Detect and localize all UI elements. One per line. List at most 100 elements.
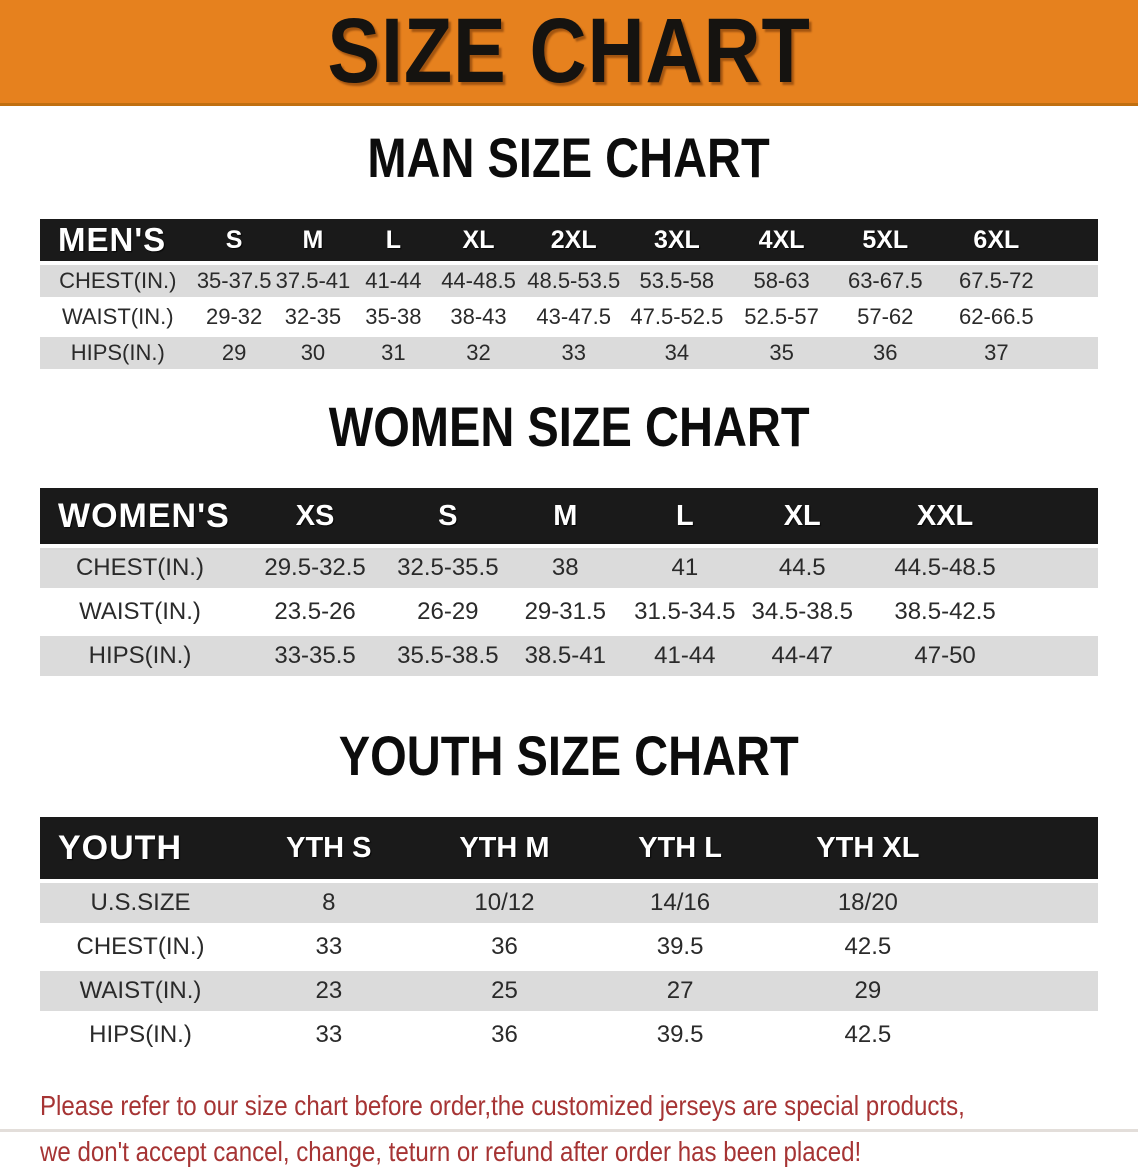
- value-cell: 33: [523, 337, 624, 369]
- value-cell: 8: [241, 883, 417, 923]
- filler-cell: [967, 817, 1098, 879]
- row-label-cell: WAIST(IN.): [40, 592, 240, 632]
- row-label-cell: CHEST(IN.): [40, 927, 242, 967]
- value-cell: 31: [353, 337, 434, 369]
- column-header: 3XL: [623, 219, 730, 261]
- value-cell: 31.5-34.5: [625, 592, 745, 632]
- value-cell: 30: [272, 337, 354, 369]
- row-label-cell: CHEST(IN.): [40, 548, 240, 588]
- column-header: L: [625, 488, 745, 544]
- column-header: XS: [239, 488, 391, 544]
- table-row: WAIST(IN.) 23.5-26 26-29 29-31.5 31.5-34.5 34…: [40, 592, 1098, 632]
- table-row: U.S.SIZE 8 10/12 14/16 18/20: [40, 883, 1098, 923]
- disclaimer-line-1: Please refer to our size chart before or…: [40, 1090, 965, 1121]
- column-header: 4XL: [729, 219, 834, 261]
- column-header: 6XL: [937, 219, 1056, 261]
- column-header: S: [390, 488, 506, 544]
- column-header: XXL: [859, 488, 1031, 544]
- table-row: HIPS(IN.) 33 36 39.5 42.5: [40, 1015, 1098, 1055]
- value-cell: 25: [416, 971, 593, 1011]
- men-size-table: MEN'S S M L XL 2XL 3XL 4XL 5XL 6XL CHEST(IN.) 35-37…: [40, 215, 1098, 373]
- bottom-edge-line: [0, 1129, 1138, 1132]
- value-cell: 29: [767, 971, 968, 1011]
- value-cell: 35-38: [353, 301, 434, 333]
- value-cell: 44.5-48.5: [859, 548, 1031, 588]
- column-header: M: [272, 219, 354, 261]
- value-cell: 29: [195, 337, 273, 369]
- youth-size-table: YOUTH YTH S YTH M YTH L YTH XL U.S.SIZE 8 10/12…: [40, 813, 1098, 1059]
- row-label-cell: U.S.SIZE: [40, 883, 242, 923]
- filler-cell: [967, 971, 1098, 1011]
- column-header: XL: [744, 488, 860, 544]
- value-cell: 33: [241, 927, 417, 967]
- value-cell: 39.5: [592, 1015, 768, 1055]
- row-label-cell: WAIST(IN.): [40, 971, 242, 1011]
- header-row: MEN'S S M L XL 2XL 3XL 4XL 5XL 6XL: [40, 219, 1098, 261]
- value-cell: 42.5: [767, 1015, 968, 1055]
- youth-section-heading: YOUTH SIZE CHART: [339, 724, 799, 787]
- value-cell: 38-43: [433, 301, 524, 333]
- column-header: YTH S: [241, 817, 417, 879]
- value-cell: 41-44: [625, 636, 745, 676]
- value-cell: 47-50: [859, 636, 1031, 676]
- disclaimer-line-2: we don't accept cancel, change, teturn o…: [40, 1136, 862, 1167]
- value-cell: 39.5: [592, 927, 768, 967]
- value-cell: 41-44: [353, 265, 434, 297]
- column-header: 2XL: [523, 219, 624, 261]
- filler-cell: [1055, 337, 1098, 369]
- value-cell: 47.5-52.5: [623, 301, 730, 333]
- value-cell: 32: [433, 337, 524, 369]
- row-label-cell: WAIST(IN.): [40, 301, 196, 333]
- value-cell: 34.5-38.5: [744, 592, 860, 632]
- value-cell: 35.5-38.5: [390, 636, 506, 676]
- filler-cell: [967, 1015, 1098, 1055]
- value-cell: 42.5: [767, 927, 968, 967]
- value-cell: 38: [505, 548, 626, 588]
- value-cell: 36: [416, 1015, 593, 1055]
- value-cell: 58-63: [729, 265, 834, 297]
- column-header: M: [505, 488, 626, 544]
- value-cell: 62-66.5: [937, 301, 1056, 333]
- women-size-table: WOMEN'S XS S M L XL XXL CHEST(IN.) 29.5-32.5 32.5…: [40, 484, 1098, 680]
- value-cell: 36: [833, 337, 938, 369]
- column-header: YTH XL: [767, 817, 968, 879]
- column-header: XL: [433, 219, 524, 261]
- table-corner-label: MEN'S: [40, 219, 196, 261]
- filler-cell: [967, 883, 1098, 923]
- filler-cell: [1030, 636, 1098, 676]
- value-cell: 32.5-35.5: [390, 548, 506, 588]
- value-cell: 29-31.5: [505, 592, 626, 632]
- value-cell: 32-35: [272, 301, 354, 333]
- value-cell: 26-29: [390, 592, 506, 632]
- value-cell: 29-32: [195, 301, 273, 333]
- value-cell: 35-37.5: [195, 265, 273, 297]
- column-header: 5XL: [833, 219, 938, 261]
- value-cell: 41: [625, 548, 745, 588]
- column-header: YTH M: [416, 817, 593, 879]
- column-header: S: [195, 219, 273, 261]
- value-cell: 27: [592, 971, 768, 1011]
- value-cell: 10/12: [416, 883, 593, 923]
- banner-title: SIZE CHART: [327, 0, 811, 102]
- table-row: WAIST(IN.) 23 25 27 29: [40, 971, 1098, 1011]
- filler-cell: [1055, 301, 1098, 333]
- filler-cell: [1030, 548, 1098, 588]
- filler-cell: [1030, 488, 1098, 544]
- table-corner-label: WOMEN'S: [40, 488, 240, 544]
- value-cell: 52.5-57: [729, 301, 834, 333]
- women-section-heading-wrap: WOMEN SIZE CHART: [0, 399, 1138, 470]
- value-cell: 33: [241, 1015, 417, 1055]
- table-row: WAIST(IN.) 29-32 32-35 35-38 38-43 43-47.5 47.…: [40, 301, 1098, 333]
- value-cell: 38.5-41: [505, 636, 626, 676]
- filler-cell: [967, 927, 1098, 967]
- value-cell: 36: [416, 927, 593, 967]
- value-cell: 37.5-41: [272, 265, 354, 297]
- value-cell: 18/20: [767, 883, 968, 923]
- table-row: HIPS(IN.) 29 30 31 32 33 34 35 36 37: [40, 337, 1098, 369]
- column-header: YTH L: [592, 817, 768, 879]
- value-cell: 23: [241, 971, 417, 1011]
- row-label-cell: CHEST(IN.): [40, 265, 196, 297]
- filler-cell: [1055, 265, 1098, 297]
- men-section-heading: MAN SIZE CHART: [367, 126, 771, 189]
